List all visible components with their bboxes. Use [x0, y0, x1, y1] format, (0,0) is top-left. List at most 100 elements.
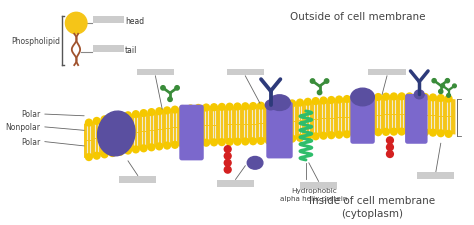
Circle shape — [273, 101, 281, 109]
Circle shape — [439, 90, 443, 94]
Circle shape — [386, 151, 393, 158]
Circle shape — [257, 137, 265, 145]
Text: Nonpolar: Nonpolar — [5, 123, 40, 132]
Circle shape — [445, 130, 453, 138]
Circle shape — [304, 98, 312, 106]
Circle shape — [171, 106, 179, 114]
Circle shape — [374, 94, 383, 102]
Circle shape — [429, 129, 437, 137]
Circle shape — [226, 138, 234, 146]
Circle shape — [273, 136, 281, 144]
Circle shape — [319, 132, 328, 140]
Circle shape — [318, 91, 322, 95]
Circle shape — [437, 130, 445, 138]
Circle shape — [351, 95, 359, 103]
Circle shape — [132, 146, 140, 154]
Circle shape — [405, 93, 414, 101]
FancyBboxPatch shape — [266, 102, 292, 159]
Circle shape — [224, 153, 231, 160]
FancyBboxPatch shape — [350, 94, 375, 144]
Circle shape — [304, 133, 312, 142]
Circle shape — [447, 94, 450, 98]
Circle shape — [85, 119, 93, 127]
Circle shape — [155, 108, 164, 116]
Circle shape — [161, 86, 165, 91]
Circle shape — [327, 97, 336, 105]
Circle shape — [366, 129, 374, 137]
Text: Inside of cell membrane
(cytoplasm): Inside of cell membrane (cytoplasm) — [310, 195, 436, 218]
Circle shape — [296, 99, 304, 107]
Circle shape — [351, 130, 359, 138]
Bar — [227, 69, 264, 76]
Circle shape — [186, 105, 195, 113]
Circle shape — [241, 138, 249, 146]
Circle shape — [92, 152, 101, 160]
Circle shape — [171, 141, 179, 149]
Circle shape — [429, 94, 437, 102]
Circle shape — [358, 94, 367, 103]
Circle shape — [366, 94, 374, 102]
Text: Phospholipid: Phospholipid — [12, 37, 61, 46]
Circle shape — [100, 151, 109, 159]
Circle shape — [413, 128, 421, 136]
Circle shape — [343, 130, 351, 139]
Text: head: head — [125, 17, 144, 25]
Circle shape — [65, 13, 87, 35]
Circle shape — [446, 79, 449, 83]
FancyBboxPatch shape — [405, 94, 428, 144]
Circle shape — [218, 138, 226, 146]
Circle shape — [335, 96, 343, 104]
Circle shape — [210, 139, 218, 147]
Circle shape — [224, 146, 231, 153]
Circle shape — [405, 128, 414, 136]
Circle shape — [139, 110, 148, 118]
Circle shape — [327, 131, 336, 140]
Circle shape — [398, 93, 406, 101]
Circle shape — [445, 95, 453, 103]
Circle shape — [413, 93, 421, 101]
Circle shape — [233, 103, 242, 111]
FancyBboxPatch shape — [179, 105, 204, 161]
Text: Outside of cell membrane: Outside of cell membrane — [290, 12, 426, 22]
Circle shape — [257, 102, 265, 110]
Circle shape — [280, 101, 289, 109]
Circle shape — [432, 79, 436, 83]
Circle shape — [311, 98, 320, 106]
Circle shape — [374, 128, 383, 137]
Circle shape — [319, 97, 328, 105]
Circle shape — [390, 93, 398, 101]
Circle shape — [224, 166, 231, 173]
Circle shape — [147, 144, 155, 152]
Circle shape — [224, 160, 231, 166]
Circle shape — [108, 149, 117, 158]
Circle shape — [116, 113, 124, 121]
Circle shape — [311, 133, 320, 141]
Circle shape — [421, 93, 429, 102]
Bar — [93, 17, 124, 23]
Circle shape — [124, 112, 132, 120]
Circle shape — [386, 144, 393, 151]
Circle shape — [386, 137, 393, 144]
Circle shape — [92, 117, 101, 126]
Ellipse shape — [351, 89, 374, 106]
Circle shape — [382, 93, 390, 101]
Bar — [93, 46, 124, 53]
Circle shape — [116, 148, 124, 156]
Circle shape — [288, 100, 296, 108]
Text: Hydrophobic
alpha helix protein: Hydrophobic alpha helix protein — [280, 187, 347, 201]
Circle shape — [168, 98, 172, 102]
Circle shape — [202, 139, 210, 147]
Bar — [417, 172, 455, 179]
Circle shape — [437, 94, 445, 103]
Text: Polar: Polar — [21, 110, 40, 119]
Bar — [137, 69, 174, 76]
Circle shape — [210, 104, 218, 112]
Circle shape — [108, 114, 117, 122]
Circle shape — [296, 134, 304, 142]
Ellipse shape — [414, 91, 424, 99]
Ellipse shape — [247, 157, 263, 169]
Circle shape — [249, 137, 257, 146]
Circle shape — [241, 103, 249, 111]
Circle shape — [175, 86, 179, 91]
Circle shape — [249, 102, 257, 111]
